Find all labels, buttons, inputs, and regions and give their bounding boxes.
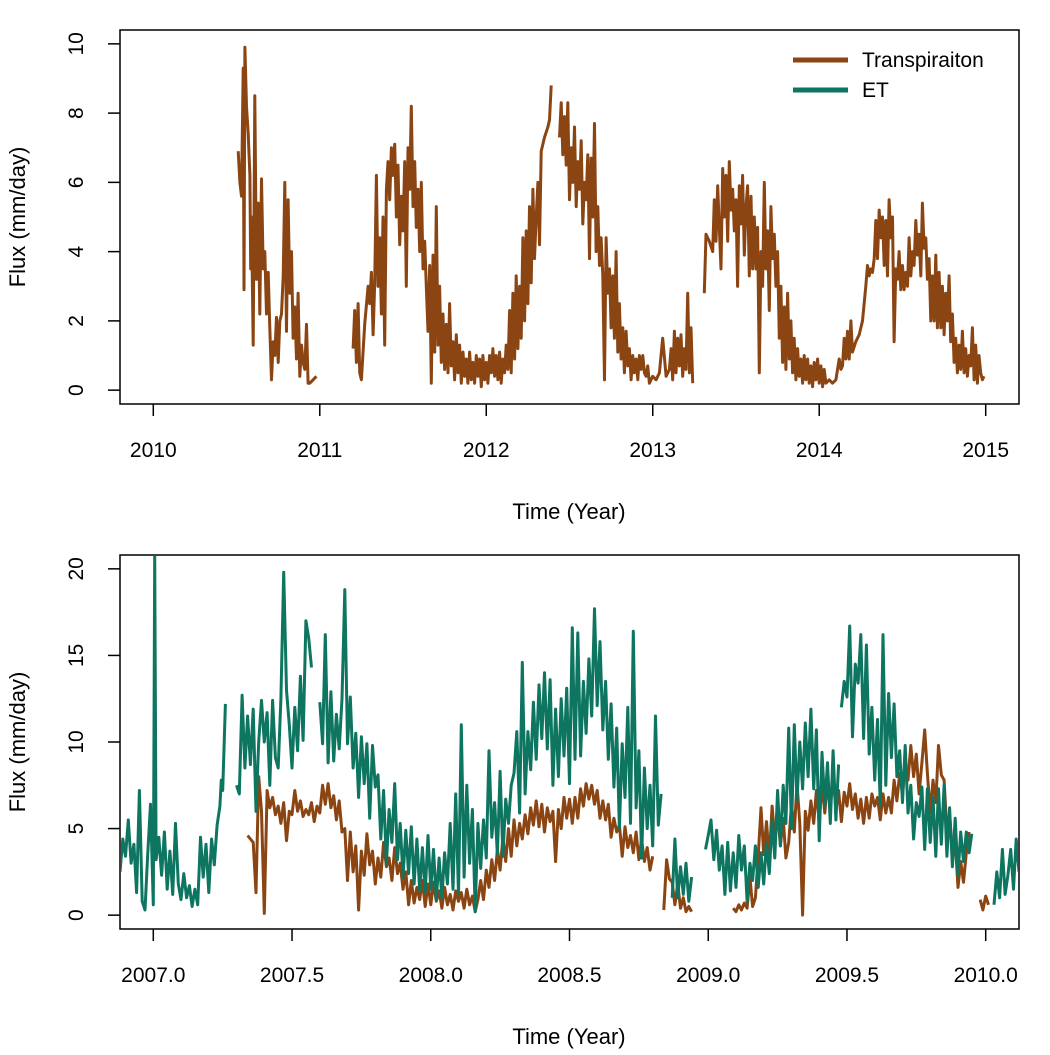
top-x-axis-title: Time (Year) bbox=[512, 499, 625, 524]
top-x-tick-label: 2014 bbox=[796, 439, 843, 462]
bottom-series-et-segment-0 bbox=[121, 556, 227, 912]
bottom-x-tick-label: 2009.5 bbox=[815, 964, 879, 987]
top-y-tick-label: 4 bbox=[65, 245, 88, 257]
bottom-y-tick-label: 10 bbox=[65, 730, 88, 753]
top-x-tick-label: 2010 bbox=[130, 439, 177, 462]
bottom-panel: 2007.0 2007.5 2008.0 2008.5 2009.0 2009.5 2010… bbox=[5, 554, 1020, 1049]
bottom-series-et-segment-3 bbox=[670, 837, 694, 903]
bottom-y-tick-label: 15 bbox=[65, 644, 88, 667]
top-x-tick-label: 2012 bbox=[463, 439, 510, 462]
legend-label-transpiration: Transpiraiton bbox=[862, 49, 984, 72]
bottom-x-axis-title: Time (Year) bbox=[512, 1024, 625, 1049]
bottom-y-tick-label: 20 bbox=[65, 557, 88, 580]
top-series-transpiraiton-segment-1 bbox=[351, 85, 553, 389]
bottom-series-et-segment-4 bbox=[704, 707, 841, 903]
bottom-series-transpiraiton-segment-3 bbox=[978, 894, 990, 912]
bottom-x-tick-label: 2007.0 bbox=[121, 964, 185, 987]
top-panel: 2010 2011 2012 2013 2014 2015 0 2 4 6 8 10 Time (Ye… bbox=[5, 29, 1020, 524]
top-series-transpiraiton-segment-2 bbox=[558, 101, 695, 385]
bottom-series-et-segment-2 bbox=[318, 588, 663, 914]
top-y-tick-label: 0 bbox=[65, 384, 88, 396]
bottom-series-et-segment-5 bbox=[839, 624, 974, 877]
top-x-tick-label: 2015 bbox=[962, 439, 1009, 462]
bottom-x-tick-label: 2008.0 bbox=[399, 964, 463, 987]
bottom-y-tick-label: 0 bbox=[65, 909, 88, 921]
top-series-transpiraiton-segment-0 bbox=[236, 45, 318, 385]
bottom-series-transpiraiton-segment-0 bbox=[246, 775, 655, 915]
legend: Transpiraiton ET bbox=[793, 49, 984, 102]
bottom-x-tick-label: 2008.5 bbox=[537, 964, 601, 987]
bottom-x-tick-label: 2009.0 bbox=[676, 964, 740, 987]
top-y-tick-label: 10 bbox=[65, 32, 88, 55]
top-y-tick-label: 2 bbox=[65, 315, 88, 327]
bottom-series-et-segment-6 bbox=[992, 837, 1018, 905]
bottom-y-axis-title: Flux (mm/day) bbox=[5, 672, 30, 813]
bottom-series-et-segment-1 bbox=[235, 570, 313, 813]
top-x-tick-label: 2013 bbox=[629, 439, 676, 462]
bottom-x-tick-label: 2010.0 bbox=[954, 964, 1018, 987]
bottom-x-tick-label: 2007.5 bbox=[260, 964, 324, 987]
top-series-transpiraiton-segment-3 bbox=[702, 160, 986, 389]
top-y-axis-title: Flux (mm/day) bbox=[5, 147, 30, 288]
top-x-tick-label: 2011 bbox=[297, 439, 342, 462]
top-y-tick-label: 6 bbox=[65, 177, 88, 189]
legend-label-et: ET bbox=[862, 79, 889, 102]
top-y-tick-label: 8 bbox=[65, 107, 88, 119]
top-plot-frame bbox=[119, 29, 1020, 405]
bottom-y-tick-label: 5 bbox=[65, 823, 88, 835]
